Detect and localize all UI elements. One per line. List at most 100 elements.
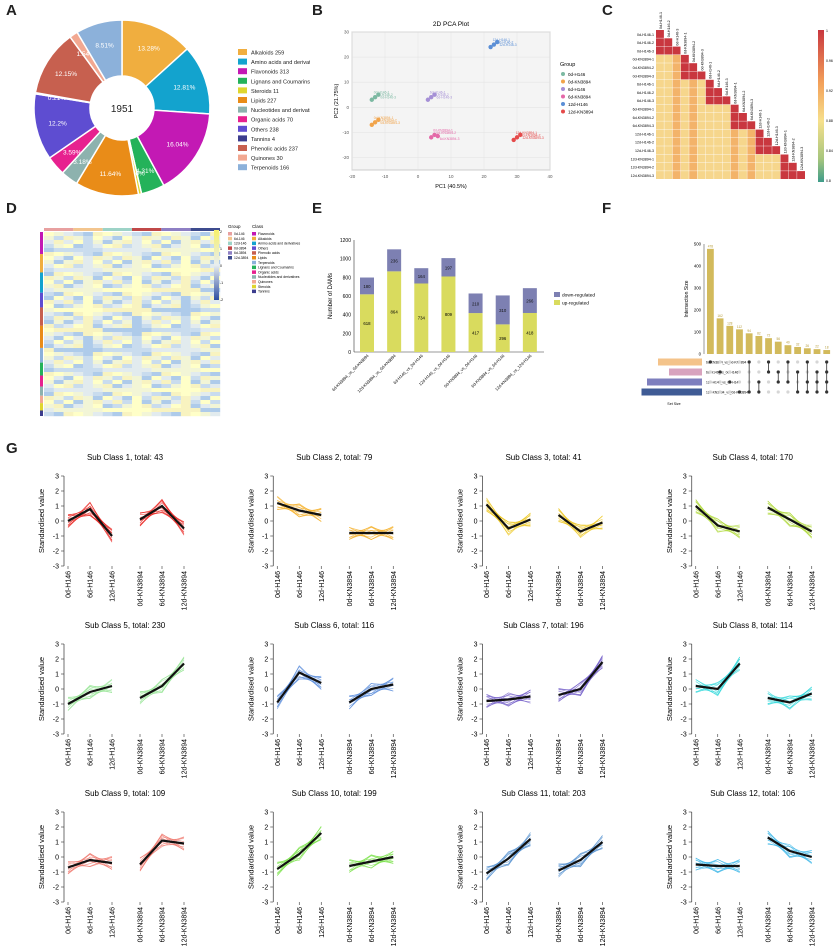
line-xtick-5-5: 12d-KN3894: [391, 739, 398, 778]
pca-xtick-0: -20: [349, 174, 356, 179]
heat-cell-37-6: [102, 380, 113, 385]
corr-cell-14-6: [705, 146, 714, 155]
line-panel-title-4: Sub Class 5, total: 230: [85, 621, 166, 630]
corr-cell-15-12: [755, 154, 764, 163]
heat-cell-12-4: [83, 280, 94, 285]
heat-cell-6-8: [122, 256, 133, 261]
heat-cell-39-4: [83, 388, 94, 393]
heat-cell-31-5: [92, 356, 103, 361]
heat-cell-29-11: [151, 348, 162, 353]
line-ytick-6-6: 3: [474, 642, 478, 649]
line-ytick-9-0: -3: [262, 900, 268, 907]
heat-cell-33-12: [161, 364, 172, 369]
line-xtick-11-0: 0d-H146: [693, 907, 700, 934]
heat-cell-15-2: [63, 292, 74, 297]
line-xtick-3-0: 0d-H146: [693, 571, 700, 598]
heat-cell-23-16: [200, 324, 211, 329]
heat-cell-40-6: [102, 392, 113, 397]
corr-cell-14-13: [763, 146, 772, 155]
upset-set-label-2: 12d-H146_vs_0d-H146: [706, 381, 740, 385]
line-series-2-9-a: [486, 503, 531, 527]
corr-colorbar-tick-1: 0.96: [826, 59, 833, 63]
dam-legend-label-up: up-regulated: [562, 301, 589, 307]
heat-cell-24-9: [132, 328, 142, 333]
heat-group-label-3: 0d-3894: [234, 246, 247, 250]
heat-cell-21-8: [122, 316, 133, 321]
heat-cell-17-0: [44, 300, 54, 305]
heat-cell-19-10: [141, 308, 152, 313]
line-series-0-9-a: [67, 505, 113, 534]
heat-cell-19-6: [102, 308, 113, 313]
heat-cell-36-3: [73, 376, 84, 381]
heat-cell-5-11: [151, 252, 162, 257]
pie-slice-label-3: 4.31%: [136, 168, 155, 175]
heat-cell-10-1: [53, 272, 64, 277]
heat-cell-44-7: [112, 408, 123, 413]
heat-class-swatch-5: [252, 256, 256, 260]
heat-cell-5-7: [112, 252, 123, 257]
line-ylabel-8: Standardised value: [37, 825, 46, 889]
line-ytick-11-5: 2: [683, 825, 687, 832]
corr-cell-8-6: [705, 96, 714, 105]
line-series-4-1-a: [67, 689, 113, 699]
heat-cell-2-3: [73, 240, 84, 245]
heat-cell-21-11: [151, 316, 162, 321]
heat-cell-24-7: [112, 328, 123, 333]
corr-row-label-7: 6d-H146-2: [637, 91, 654, 95]
heat-cell-7-1: [53, 260, 64, 265]
heat-cell-6-1: [53, 256, 64, 261]
dam-label-up-6: 418: [526, 330, 534, 335]
heat-cell-18-10: [141, 304, 152, 309]
heat-cell-41-15: [190, 396, 201, 401]
heat-cell-13-8: [122, 284, 133, 289]
corr-cell-10-2: [672, 113, 681, 121]
heat-cell-43-13: [171, 404, 182, 409]
heat-cell-42-10: [141, 400, 152, 405]
heat-cell-4-2: [63, 248, 74, 253]
heat-cell-39-6: [102, 388, 113, 393]
heat-cell-36-13: [171, 376, 182, 381]
heat-cell-12-9: [132, 280, 142, 285]
heat-cell-2-2: [63, 240, 74, 245]
heat-cell-6-16: [200, 256, 211, 261]
heat-cell-2-9: [132, 240, 142, 245]
corr-cell-16-10: [739, 162, 747, 171]
heat-cell-29-5: [92, 348, 103, 353]
heat-cell-23-9: [132, 324, 142, 329]
line-xtick-1-3: 0d-KN3894: [347, 571, 354, 607]
heat-cell-30-1: [53, 352, 64, 357]
heat-cell-3-2: [63, 244, 74, 249]
legend-swatch-10: [238, 145, 247, 151]
heat-cell-26-1: [53, 336, 64, 341]
heat-cell-18-13: [171, 304, 182, 309]
heat-cell-4-1: [53, 248, 64, 253]
corr-cell-15-15: [780, 154, 789, 163]
heat-cell-2-5: [92, 240, 103, 245]
heat-cell-19-13: [171, 308, 182, 313]
heat-cell-19-8: [122, 308, 133, 313]
heat-cell-18-4: [83, 304, 94, 309]
line-xtick-0-0: 0d-H146: [66, 571, 73, 598]
heat-cell-16-11: [151, 296, 162, 301]
heat-cell-21-1: [53, 316, 64, 321]
heat-cell-22-5: [92, 320, 103, 325]
legend-swatch-8: [238, 125, 247, 132]
heat-group-swatch-1: [228, 236, 232, 241]
corr-cell-3-2: [672, 54, 681, 63]
heat-cell-44-9: [132, 408, 142, 413]
heat-cell-19-14: [180, 308, 191, 313]
corr-cell-12-3: [680, 129, 689, 138]
line-panel-title-6: Sub Class 7, total: 196: [503, 621, 584, 630]
line-ytick-9-1: -2: [262, 885, 268, 892]
line-series-3-9-b: [767, 500, 812, 532]
upset-bar-3: [736, 329, 743, 354]
heat-cell-33-11: [151, 364, 162, 369]
corr-cell-12-6: [705, 129, 714, 138]
upset-ylabel: Intersection Size: [684, 280, 690, 317]
heat-cell-5-16: [200, 252, 211, 257]
heat-cell-43-6: [102, 404, 113, 409]
legend-swatch-6: [238, 106, 247, 113]
panel-label-e: E: [312, 200, 323, 217]
corr-cell-11-2: [672, 121, 681, 130]
line-mean-6-a: [486, 695, 531, 703]
